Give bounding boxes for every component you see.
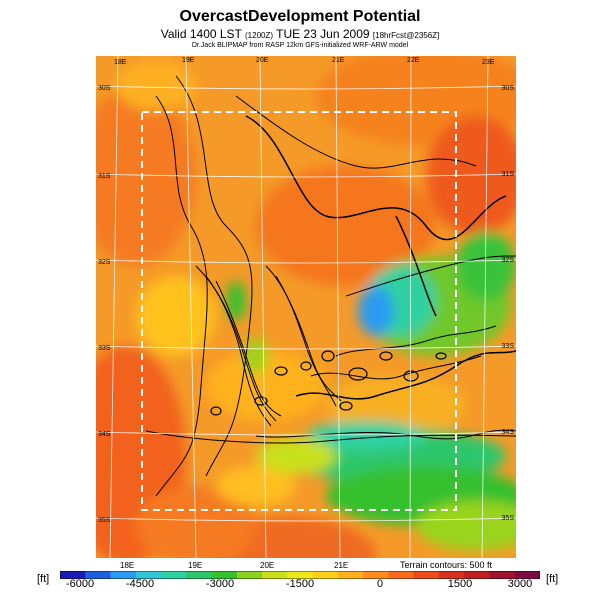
- colorbar-swatch: [110, 571, 137, 579]
- colorbar-swatch: [85, 571, 112, 579]
- lon-label-top: 19E: [182, 57, 195, 64]
- colorbar-swatch: [287, 571, 314, 579]
- colorbar-swatch: [161, 571, 187, 579]
- terrain-contour-note: Terrain contours: 500 ft: [400, 560, 493, 570]
- lon-label-top: 18E: [114, 59, 127, 66]
- forecast-map: 18E 19E 20E 21E 22E 23E 30S 31S 32S 33S …: [96, 56, 516, 558]
- overcast-field: [96, 56, 516, 558]
- lon-label-bottom: 20E: [260, 561, 275, 570]
- colorbar-swatch: [489, 571, 516, 579]
- colorbar-unit-left: [ft]: [37, 573, 50, 585]
- lat-label-right: 31S: [502, 171, 515, 178]
- lon-label-top: 21E: [332, 57, 345, 64]
- colorbar-swatch: [262, 571, 288, 579]
- lat-label-right: 34S: [502, 429, 515, 436]
- colorbar-swatch: [363, 571, 389, 579]
- colorbar-label: 3000: [507, 578, 533, 590]
- colorbar-swatch: [464, 571, 490, 579]
- lat-label-right: 30S: [502, 85, 515, 92]
- lon-label-bottom: 19E: [188, 561, 203, 570]
- colorbar-swatch: [60, 571, 86, 579]
- top-lon-labels: 18E 19E 20E 21E 22E 23E: [114, 57, 495, 66]
- forecast-tag: [18hrFcst@2356Z]: [372, 31, 440, 40]
- map-title: OvercastDevelopment Potential: [179, 8, 421, 25]
- lat-label-left: 32S: [98, 259, 111, 266]
- valid-date: TUE 23 Jun 2009: [276, 27, 370, 41]
- colorbar-swatch: [186, 571, 213, 579]
- lat-label-right: 32S: [502, 257, 515, 264]
- colorbar-unit-right: [ft]: [546, 573, 559, 585]
- colorbar-swatch: [236, 571, 263, 579]
- terrain-contours: [145, 75, 516, 497]
- right-lat-labels: 30S 31S 32S 33S 34S 35S: [502, 85, 515, 522]
- lon-label-bottom: 21E: [334, 561, 349, 570]
- valid-prefix: Valid 1400 LST: [160, 27, 242, 41]
- lat-label-right: 33S: [502, 343, 515, 350]
- lon-label-top: 23E: [482, 59, 495, 66]
- valid-code: (1200Z): [245, 31, 274, 40]
- colorbar-swatch: [438, 571, 465, 579]
- colorbar-label: -6000: [65, 578, 95, 590]
- colorbar-label: 1500: [447, 578, 473, 590]
- lat-label-left: 30S: [98, 85, 111, 92]
- colorbar-swatch: [135, 571, 162, 579]
- left-lat-labels: 30S 31S 32S 33S 34S 35S: [98, 85, 111, 524]
- lat-label-left: 35S: [98, 517, 111, 524]
- colorbar-swatch: [388, 571, 415, 579]
- lat-label-right: 35S: [502, 515, 515, 522]
- colorbar-swatch: [514, 571, 540, 579]
- contour-loops: [210, 350, 447, 416]
- lat-label-left: 33S: [98, 345, 111, 352]
- colorbar-swatch: [337, 571, 364, 579]
- lat-label-left: 31S: [98, 173, 111, 180]
- valid-time: Valid 1400 LST (1200Z) TUE 23 Jun 2009 […: [0, 27, 600, 41]
- colorbar-label: -3000: [205, 578, 235, 590]
- colorbar: [60, 571, 540, 579]
- lon-label-top: 20E: [256, 57, 269, 64]
- lon-label-top: 22E: [407, 57, 420, 64]
- colorbar-label: 0: [376, 578, 384, 590]
- inner-domain-box: [141, 111, 457, 511]
- colorbar-label: -4500: [125, 578, 155, 590]
- model-credit: Dr.Jack BLIPMAP from RASP 12km GFS-initi…: [191, 42, 409, 49]
- colorbar-swatch: [413, 571, 440, 579]
- colorbar-swatch: [312, 571, 339, 579]
- colorbar-label: -1500: [285, 578, 315, 590]
- colorbar-swatch: [211, 571, 238, 579]
- lat-label-left: 34S: [98, 431, 111, 438]
- lon-label-bottom: 18E: [120, 561, 135, 570]
